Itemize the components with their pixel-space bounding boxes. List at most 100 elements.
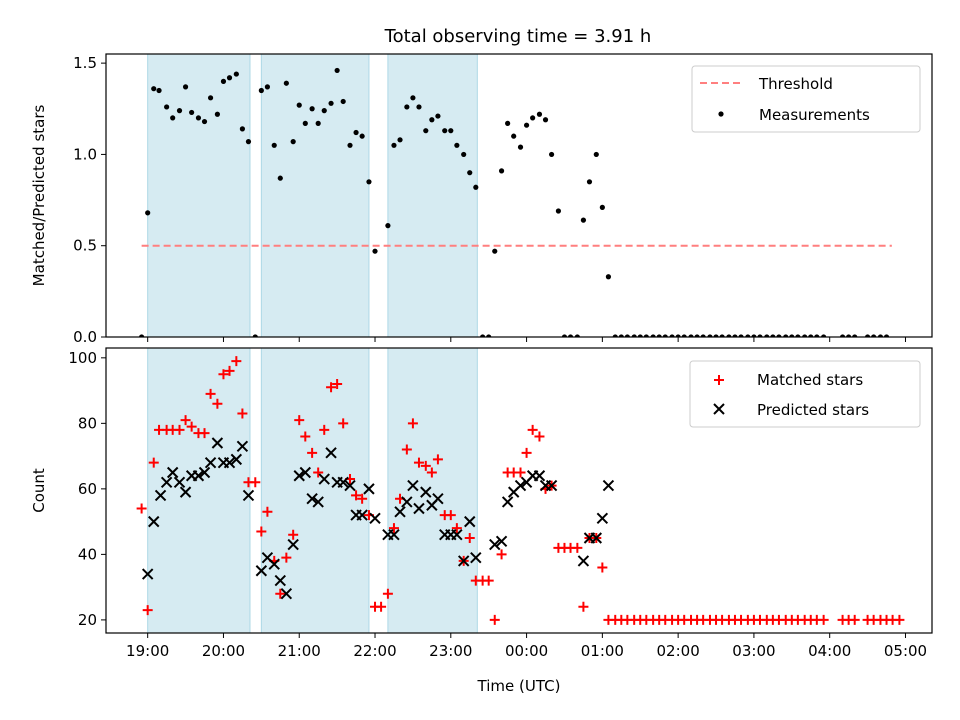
measurement-point <box>764 334 770 337</box>
matched-star-point <box>313 467 324 478</box>
measurement-point <box>599 204 605 210</box>
predicted-star-point <box>413 502 425 515</box>
measurement-point <box>385 223 391 229</box>
measurement-point <box>151 86 157 92</box>
y-tick-label: 100 <box>68 349 97 367</box>
matched-star-point <box>413 457 424 468</box>
y-tick-label: 80 <box>78 414 97 432</box>
measurement-point <box>226 75 233 81</box>
predicted-star-point <box>514 479 527 492</box>
measurement-point <box>423 128 429 134</box>
predicted-star-point <box>287 538 299 551</box>
measurement-point <box>467 170 473 176</box>
measurement-point <box>783 334 789 337</box>
y-tick-label: 1.0 <box>73 145 97 163</box>
x-tick-label: 23:00 <box>429 642 472 660</box>
matched-star-point <box>420 460 431 471</box>
measurement-point <box>139 334 145 337</box>
measurement-point <box>669 334 675 337</box>
matched-star-point <box>256 526 267 537</box>
x-tick-label: 05:00 <box>884 642 927 660</box>
matched-star-point <box>401 444 412 455</box>
measurement-point <box>245 139 252 145</box>
measurement-point <box>498 168 505 174</box>
x-tick-label: 20:00 <box>202 642 245 660</box>
measurement-point <box>789 334 795 337</box>
measurement-point <box>618 334 624 337</box>
measurements-series <box>139 67 890 337</box>
observing-window-1 <box>147 54 251 337</box>
measurement-point <box>637 334 643 337</box>
matched-star-point <box>351 490 362 501</box>
legend: Threshold Measurements <box>691 65 921 133</box>
predicted-star-point <box>230 453 243 466</box>
axes-frame <box>105 347 933 634</box>
measurement-point <box>511 133 517 139</box>
predicted-star-point <box>173 476 186 489</box>
measurement-point <box>410 95 416 101</box>
matched-star-point <box>338 418 349 429</box>
matched-star-point <box>496 549 507 560</box>
matched-star-point <box>572 542 583 553</box>
measurement-point <box>751 334 757 337</box>
measurement-point <box>580 217 587 223</box>
predicted-star-point <box>204 456 217 469</box>
measurement-point <box>220 78 227 84</box>
measurement-point <box>536 111 543 117</box>
measurement-point <box>555 208 562 214</box>
measurement-point <box>252 334 258 337</box>
legend-box <box>689 360 921 428</box>
legend-threshold-label: Threshold <box>758 75 833 93</box>
measurement-point <box>574 334 580 337</box>
measurement-point <box>207 95 214 101</box>
y-tick-label: 40 <box>78 545 97 563</box>
measurement-point <box>523 122 530 128</box>
measurement-point <box>258 87 264 94</box>
measurement-point <box>821 334 827 337</box>
matched-star-point <box>136 503 147 514</box>
predicted-star-point <box>470 551 482 564</box>
measurement-point <box>416 104 422 110</box>
matched-star-point <box>212 398 223 409</box>
observing-window-1 <box>147 348 251 633</box>
x-tick-label: 03:00 <box>732 642 775 660</box>
matched-star-point <box>218 369 229 380</box>
matched-star-point <box>376 601 387 612</box>
measurement-point <box>214 111 220 117</box>
measurement-point <box>347 142 353 148</box>
measurement-point <box>271 142 277 148</box>
measurement-point <box>864 334 871 337</box>
predicted-star-point <box>451 529 463 541</box>
measurement-point <box>473 184 479 190</box>
matched-star-point <box>407 418 418 429</box>
measurement-point <box>397 137 403 143</box>
predicted-star-point <box>236 440 249 452</box>
predicted-star-point <box>192 470 205 482</box>
measurement-point <box>586 179 593 185</box>
matched-star-point <box>894 614 905 625</box>
predicted-star-point <box>401 496 413 508</box>
predicted-star-point <box>148 515 160 528</box>
predicted-star-point <box>464 515 476 528</box>
measurement-point <box>567 334 574 337</box>
predicted-star-point <box>432 492 444 505</box>
legend-measurement-swatch <box>718 111 724 117</box>
predicted-star-point <box>255 565 268 577</box>
predicted-star-point <box>407 479 419 492</box>
measurement-point <box>726 334 732 337</box>
observing-window-2 <box>260 54 370 337</box>
matched-star-point <box>148 457 159 468</box>
y-axis-label: Matched/Predicted stars <box>30 105 48 287</box>
predicted-star-point <box>577 555 590 567</box>
measurement-point <box>277 175 283 181</box>
measurement-point <box>182 84 189 90</box>
measurement-point <box>353 129 359 136</box>
predicted-star-point <box>293 470 305 482</box>
matched-star-point <box>326 382 337 393</box>
matched-star-point <box>231 356 242 367</box>
predicted-star-point <box>242 489 255 502</box>
predicted-star-point <box>590 532 603 544</box>
matched-star-point <box>521 447 532 458</box>
y-tick-label: 20 <box>78 611 97 629</box>
y-tick-label: 60 <box>78 480 97 498</box>
